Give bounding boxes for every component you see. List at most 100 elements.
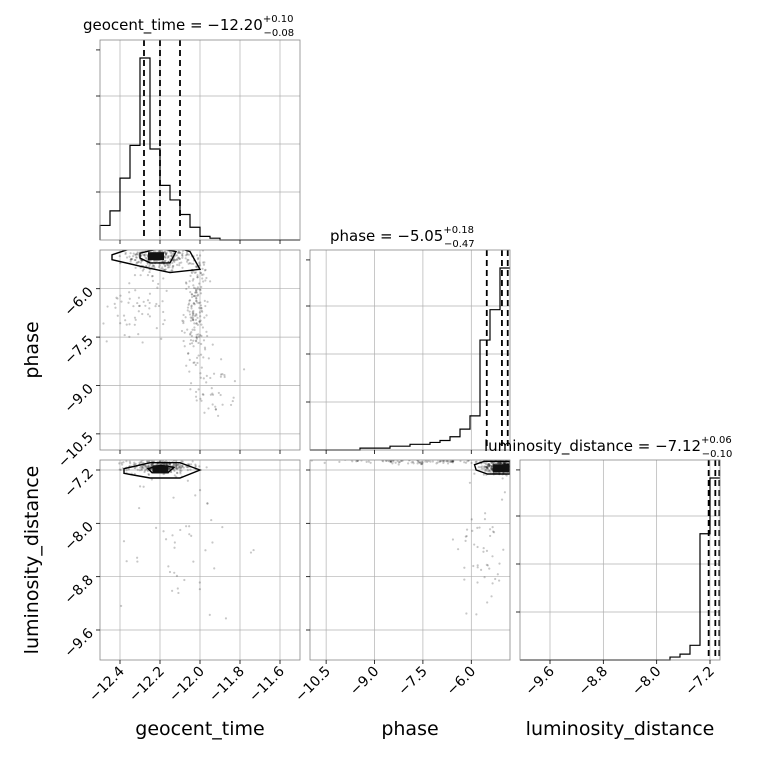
scatter-point — [492, 530, 495, 533]
scatter-point — [193, 361, 196, 364]
scatter-point — [187, 463, 191, 466]
scatter-point — [200, 399, 203, 402]
scatter-point — [197, 256, 200, 260]
contours-luminosity_distance-vs-phase — [473, 460, 510, 475]
scatter-point — [145, 466, 148, 469]
scatter-point — [198, 588, 201, 591]
scatter-point — [180, 469, 183, 472]
scatter-point — [182, 466, 185, 469]
scatter-point — [310, 460, 313, 462]
scatter-point — [205, 276, 208, 280]
scatter-point — [463, 566, 466, 569]
scatter-point — [483, 518, 487, 521]
scatter-point — [183, 244, 185, 246]
scatter-point — [198, 288, 201, 291]
scatter-point — [185, 245, 187, 247]
scatter-point — [181, 466, 184, 469]
scatter-point — [181, 253, 184, 257]
scatter-point — [202, 273, 205, 276]
scatter-point — [493, 462, 496, 465]
scatter-point — [145, 460, 149, 463]
scatter-point — [491, 468, 494, 471]
scatter-point — [167, 255, 170, 258]
scatter-point — [150, 463, 153, 466]
scatter-point — [146, 313, 150, 316]
scatter-point — [181, 254, 184, 257]
scatter-point — [144, 248, 146, 250]
scatter-point — [491, 465, 494, 468]
scatter-point — [188, 299, 191, 302]
scatter-point — [165, 263, 168, 266]
scatter-point — [195, 297, 198, 300]
scatter-point — [192, 286, 196, 289]
scatter-point — [147, 460, 150, 463]
scatter-point — [192, 262, 195, 265]
scatter-point — [202, 261, 205, 264]
scatter-point — [388, 460, 391, 463]
scatter-point — [181, 266, 184, 269]
xtick-label-geocent_time-0: −12.4 — [86, 663, 128, 705]
scatter-point — [513, 464, 515, 466]
scatter-point — [125, 256, 129, 259]
scatter-point — [168, 467, 171, 471]
scatter-point — [338, 460, 341, 463]
scatter-point — [125, 460, 128, 463]
scatter-point — [494, 577, 497, 581]
scatter-point — [185, 525, 188, 528]
scatter-point — [208, 613, 211, 616]
scatter-point — [486, 467, 490, 471]
scatter-point — [192, 319, 195, 322]
scatter-point — [170, 243, 172, 245]
scatter-point — [188, 313, 192, 316]
scatter-point — [150, 478, 153, 481]
scatter-point — [206, 502, 209, 505]
scatter-point — [186, 253, 189, 256]
scatter-point — [199, 288, 202, 292]
scatter-point — [203, 269, 207, 272]
scatter-point — [193, 328, 196, 332]
scatter-point — [197, 354, 200, 357]
scatter-point — [180, 460, 183, 463]
scatter-point — [187, 285, 190, 289]
scatter-point — [495, 462, 498, 465]
scatter-point — [502, 548, 505, 551]
scatter-point — [147, 473, 151, 476]
scatter-point — [173, 246, 175, 248]
scatter-point — [463, 578, 466, 581]
scatter-point — [200, 334, 203, 338]
scatter-point — [142, 485, 145, 488]
title-geocent-time-minus: −0.08 — [263, 28, 294, 39]
scatter-point — [175, 463, 178, 466]
scatter-point — [214, 408, 217, 411]
scatter-point — [200, 353, 203, 356]
scatter-point — [147, 245, 149, 247]
scatter-point — [119, 468, 122, 472]
scatter-point — [174, 457, 176, 459]
scatter-point — [205, 381, 208, 384]
scatter-point — [170, 246, 172, 248]
scatter-point — [134, 467, 137, 470]
scatter-point — [140, 469, 143, 472]
scatter-point — [249, 551, 253, 554]
scatter-point — [148, 307, 151, 310]
scatter-point — [468, 481, 471, 484]
scatter-point — [195, 399, 198, 402]
scatter-point — [137, 332, 140, 336]
scatter-point — [427, 460, 430, 463]
scatter-point — [194, 465, 197, 468]
scatter-point — [129, 252, 132, 255]
scatter-point — [451, 460, 455, 463]
scatter-point — [487, 465, 490, 468]
scatter-point — [176, 471, 179, 475]
scatter-point — [134, 462, 137, 466]
scatter-point — [219, 393, 222, 397]
scatter-point — [147, 464, 151, 467]
scatter-point — [116, 297, 119, 300]
scatter-point — [446, 460, 449, 462]
scatter-point — [144, 468, 147, 471]
scatter-point — [476, 581, 479, 584]
scatter-point — [190, 331, 193, 334]
scatter-point — [171, 265, 174, 268]
scatter-point — [211, 343, 214, 346]
scatter-point — [164, 247, 166, 249]
